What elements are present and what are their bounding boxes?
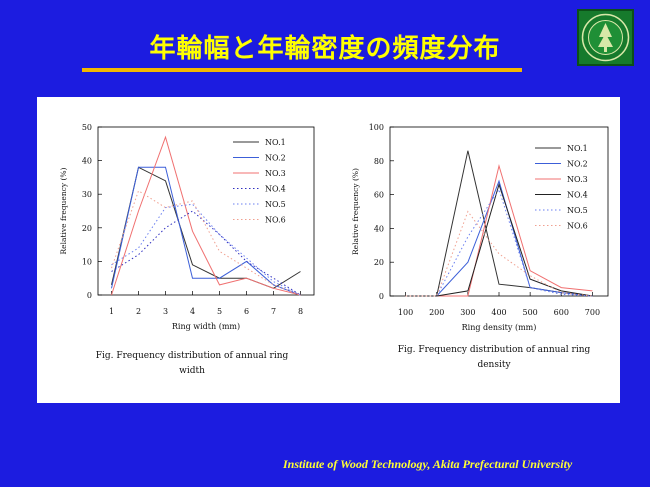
ring-density-chart: 0 20 40 60 80 100 100 200 300 400 500 600 700 Ring de… <box>351 123 609 332</box>
ring-width-caption: Fig. Frequency distribution of annual ri… <box>95 351 289 376</box>
x-tick-label: 700 <box>585 308 600 317</box>
y-tick-label: 100 <box>369 123 384 132</box>
series-line-no2 <box>405 179 593 297</box>
x-tick-label: 8 <box>298 307 303 316</box>
x-tick-label: 400 <box>491 308 506 317</box>
legend-label: NO.1 <box>567 144 588 153</box>
legend-label: NO.5 <box>567 206 588 215</box>
series-line-no6 <box>111 190 301 296</box>
legend-label: NO.1 <box>265 138 286 147</box>
y-tick-label: 60 <box>374 191 384 200</box>
y-tick-label: 0 <box>379 292 384 301</box>
legend-label: NO.6 <box>265 216 286 225</box>
series-line-no3 <box>111 135 301 296</box>
footer-institute: Institute of Wood Technology, Akita Pref… <box>283 457 573 471</box>
ring-width-chart: 0 10 20 30 40 50 1 2 3 4 5 6 7 8 Ring width (mm) Relati… <box>59 123 315 331</box>
y-tick-label: 0 <box>87 291 92 300</box>
series-line-no2 <box>111 166 301 296</box>
x-tick-label: 300 <box>460 308 475 317</box>
plot-frame <box>97 126 315 296</box>
ring-density-caption: Fig. Frequency distribution of annual ri… <box>397 345 591 370</box>
x-tick-label: 2 <box>136 307 141 316</box>
x-axis-label: Ring width (mm) <box>172 322 240 331</box>
series-line-no5 <box>405 188 593 297</box>
y-axis-label: Relative frequency (%) <box>351 168 360 255</box>
figure-panel: 0 10 20 30 40 50 1 2 3 4 5 6 7 8 Ring width (mm) Relati… <box>37 97 620 403</box>
y-tick-label: 50 <box>82 123 92 132</box>
legend-label: NO.3 <box>265 169 286 178</box>
x-tick-label: 3 <box>163 307 168 316</box>
university-logo <box>577 9 634 66</box>
logo-emblem-icon <box>581 13 630 62</box>
x-tick-label: 5 <box>217 307 222 316</box>
legend-label: NO.3 <box>567 175 588 184</box>
y-tick-label: 10 <box>82 257 92 266</box>
legend-label: NO.2 <box>567 160 588 169</box>
y-tick-label: 80 <box>374 157 384 166</box>
title-underline <box>82 68 522 72</box>
y-tick-label: 40 <box>374 224 384 233</box>
x-tick-label: 200 <box>429 308 444 317</box>
x-tick-label: 1 <box>109 307 114 316</box>
slide-title: 年輪幅と年輪密度の頻度分布 <box>149 34 501 64</box>
legend-label: NO.4 <box>567 191 588 200</box>
y-tick-label: 40 <box>82 157 92 166</box>
legend-label: NO.2 <box>265 154 286 163</box>
y-tick-label: 20 <box>82 224 92 233</box>
x-tick-label: 100 <box>398 308 413 317</box>
x-tick-label: 7 <box>271 307 276 316</box>
x-tick-label: 6 <box>244 307 249 316</box>
legend-label: NO.6 <box>567 222 588 231</box>
x-axis-label: Ring density (mm) <box>462 323 537 332</box>
legend-label: NO.4 <box>265 185 286 194</box>
y-tick-label: 20 <box>374 258 384 267</box>
y-tick-label: 30 <box>82 190 92 199</box>
x-tick-label: 4 <box>190 307 195 316</box>
series-line-no1 <box>405 150 593 297</box>
x-tick-label: 600 <box>554 308 569 317</box>
series-line-no4 <box>405 182 593 297</box>
legend-label: NO.5 <box>265 200 286 209</box>
y-axis-label: Relative frequency (%) <box>59 167 68 254</box>
x-tick-label: 500 <box>523 308 538 317</box>
